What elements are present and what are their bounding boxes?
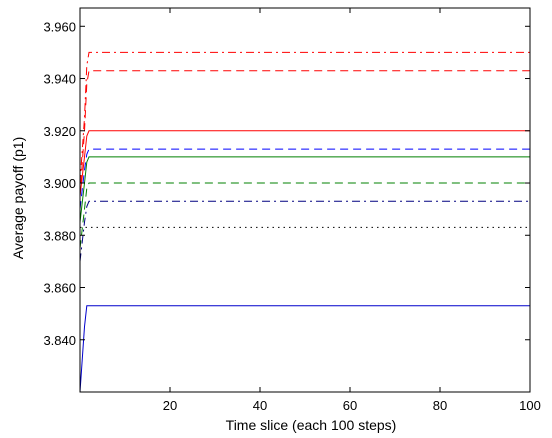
series-line-3	[79, 51, 530, 184]
series-layer	[79, 7, 530, 393]
y-tick-label: 3.900	[43, 176, 76, 191]
y-tick-label: 3.880	[43, 228, 76, 243]
series-line-8	[79, 182, 530, 249]
x-tick-label: 60	[343, 398, 357, 413]
series-line-5	[79, 130, 530, 197]
y-tick-label: 3.860	[43, 281, 76, 296]
y-tick-label: 3.920	[43, 124, 76, 139]
axes-layer: 20 40 60 80 100 3.840 3.860 3.880 3.900 3.920 3.94…	[43, 7, 541, 413]
x-axis-label: Time slice (each 100 steps)	[226, 417, 397, 433]
x-tick-label: 40	[253, 398, 267, 413]
series-line-7	[79, 156, 530, 223]
plot-frame	[79, 7, 531, 393]
x-tick-label: 100	[519, 398, 541, 413]
x-tick-label: 80	[433, 398, 447, 413]
series-line-6	[79, 148, 530, 210]
y-axis-label: Average payoff (p1)	[10, 137, 26, 259]
y-tick-label: 3.840	[43, 333, 76, 348]
series-line-4	[79, 70, 530, 197]
x-tick-label: 20	[163, 398, 177, 413]
y-tick-label: 3.940	[43, 72, 76, 87]
series-line-9	[79, 200, 530, 262]
y-tick-label: 3.960	[43, 19, 76, 34]
series-line-10	[79, 305, 530, 393]
